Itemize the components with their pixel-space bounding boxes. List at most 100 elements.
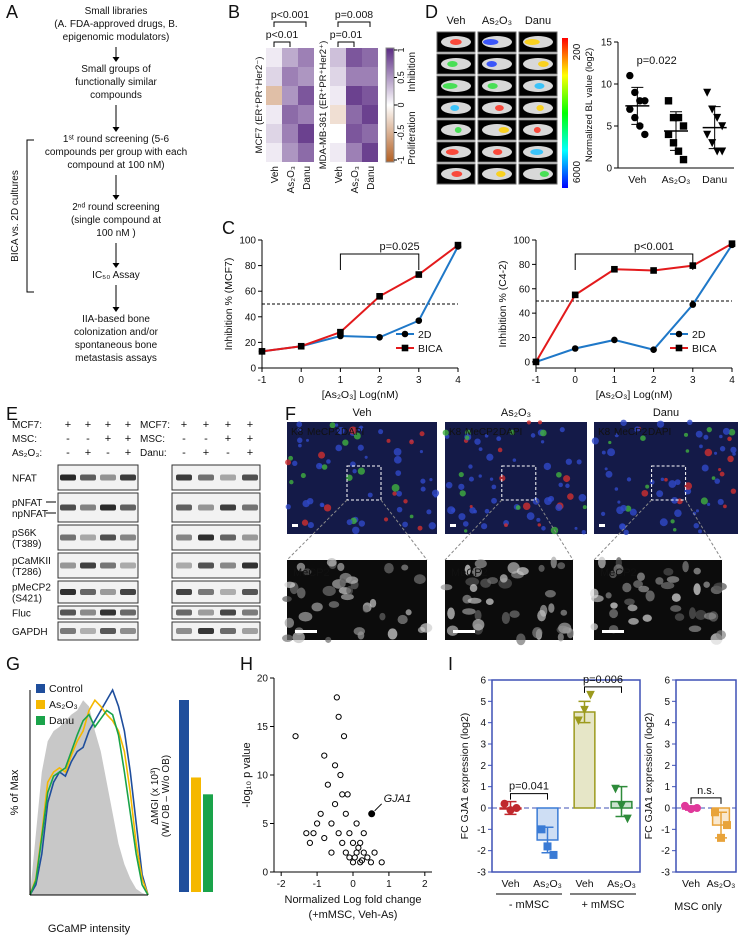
x-tick-label: 4: [455, 375, 461, 386]
header-sign: +: [225, 419, 231, 431]
marker: [337, 328, 344, 336]
panel-label: E: [6, 404, 18, 424]
y-tick-label: 0: [606, 164, 612, 175]
band: [60, 589, 76, 595]
y-tick-label: 5: [664, 697, 670, 708]
flow-step: colonization and/or: [74, 327, 159, 338]
y-tick-label: 1: [480, 782, 486, 793]
nucleus: [706, 426, 712, 433]
band: [120, 474, 136, 481]
heatmap-cell: [282, 143, 298, 162]
legend-label: As₂O₃: [49, 699, 78, 711]
nucleus: [604, 467, 608, 471]
p-value: p=0.022: [637, 55, 677, 67]
heatmap-cell: [330, 48, 346, 67]
flow-step: compounds: [90, 90, 142, 101]
nucleus: [322, 585, 336, 596]
nucleus: [664, 477, 668, 482]
label: Veh: [447, 15, 466, 27]
nucleus: [487, 577, 499, 584]
marker: [611, 265, 618, 273]
y-tick-label: 1: [664, 782, 670, 793]
y-axis-title: Normalized BL value (log2): [584, 48, 595, 162]
nucleus: [419, 450, 423, 454]
heatmap-cell: [266, 86, 282, 105]
marker: [333, 694, 340, 701]
x-tick-label: As₂O₃: [607, 878, 636, 890]
p-value: p<0.001: [634, 241, 674, 253]
flow-step: compounds per group with each: [45, 147, 187, 158]
zoom-line: [380, 499, 428, 561]
y-tick-label: 5: [606, 122, 612, 133]
nucleus: [395, 470, 402, 476]
nucleus: [469, 504, 473, 509]
nucleus: [627, 604, 638, 612]
nucleus: [727, 436, 732, 442]
header-sign: -: [66, 447, 70, 459]
x-tick-label: 1: [338, 375, 344, 386]
nucleus: [459, 490, 466, 497]
marker: [679, 122, 688, 130]
bracket: [339, 253, 420, 270]
error-bar: [670, 111, 682, 151]
colorbar-label: -0.5: [396, 125, 406, 141]
nucleus: [640, 435, 646, 442]
mouse: [482, 124, 512, 136]
blot: [171, 621, 261, 641]
y-tick-label: 0: [250, 364, 256, 375]
band: [100, 628, 116, 634]
y-tick-label: 100: [513, 236, 530, 247]
annotation-line: [374, 803, 383, 812]
micrograph: [287, 422, 437, 534]
nucleus: [433, 493, 438, 498]
x-tick-label: As₂O₃: [662, 174, 691, 186]
nucleus: [558, 482, 563, 488]
nucleus: [619, 523, 626, 530]
marker: [689, 262, 697, 269]
label: Inhibition: [407, 52, 418, 92]
marker: [650, 346, 657, 354]
nucleus: [504, 523, 508, 528]
nucleus: [325, 636, 332, 643]
nucleus: [671, 496, 679, 504]
marker: [713, 147, 722, 156]
marker: [611, 784, 620, 794]
blot: [57, 580, 139, 604]
nucleus: [703, 581, 710, 588]
mouse: [523, 168, 553, 180]
nucleus: [578, 493, 587, 502]
scale-bar: [453, 630, 475, 633]
x-tick-label: Veh: [575, 878, 593, 890]
nucleus: [670, 605, 682, 612]
arrow-head: [112, 263, 120, 268]
heatmap-cell: [282, 86, 298, 105]
band: [80, 562, 96, 569]
nucleus: [576, 459, 582, 465]
nucleus: [582, 505, 587, 510]
stain-label: DAPI: [499, 427, 522, 438]
nucleus: [386, 438, 391, 443]
nucleus: [512, 458, 517, 462]
nucleus: [614, 433, 619, 438]
nucleus: [544, 590, 556, 598]
signal: [530, 149, 544, 155]
marker: [543, 842, 552, 851]
nucleus: [641, 489, 649, 497]
heatmap-cell: [362, 86, 378, 105]
nucleus: [601, 450, 606, 455]
nucleus: [420, 623, 433, 633]
nucleus: [340, 593, 354, 601]
y-tick-label: 15: [257, 722, 269, 733]
nucleus: [613, 564, 624, 575]
nucleus: [402, 521, 408, 528]
nucleus: [550, 556, 557, 569]
series-line: [535, 244, 733, 363]
marker: [674, 147, 683, 155]
band: [220, 628, 236, 634]
nucleus: [693, 523, 699, 529]
marker: [723, 821, 731, 830]
heatmap-cell: [298, 86, 314, 105]
heatmap-cell: [330, 105, 346, 124]
nucleus: [335, 444, 343, 452]
marker: [626, 105, 634, 113]
